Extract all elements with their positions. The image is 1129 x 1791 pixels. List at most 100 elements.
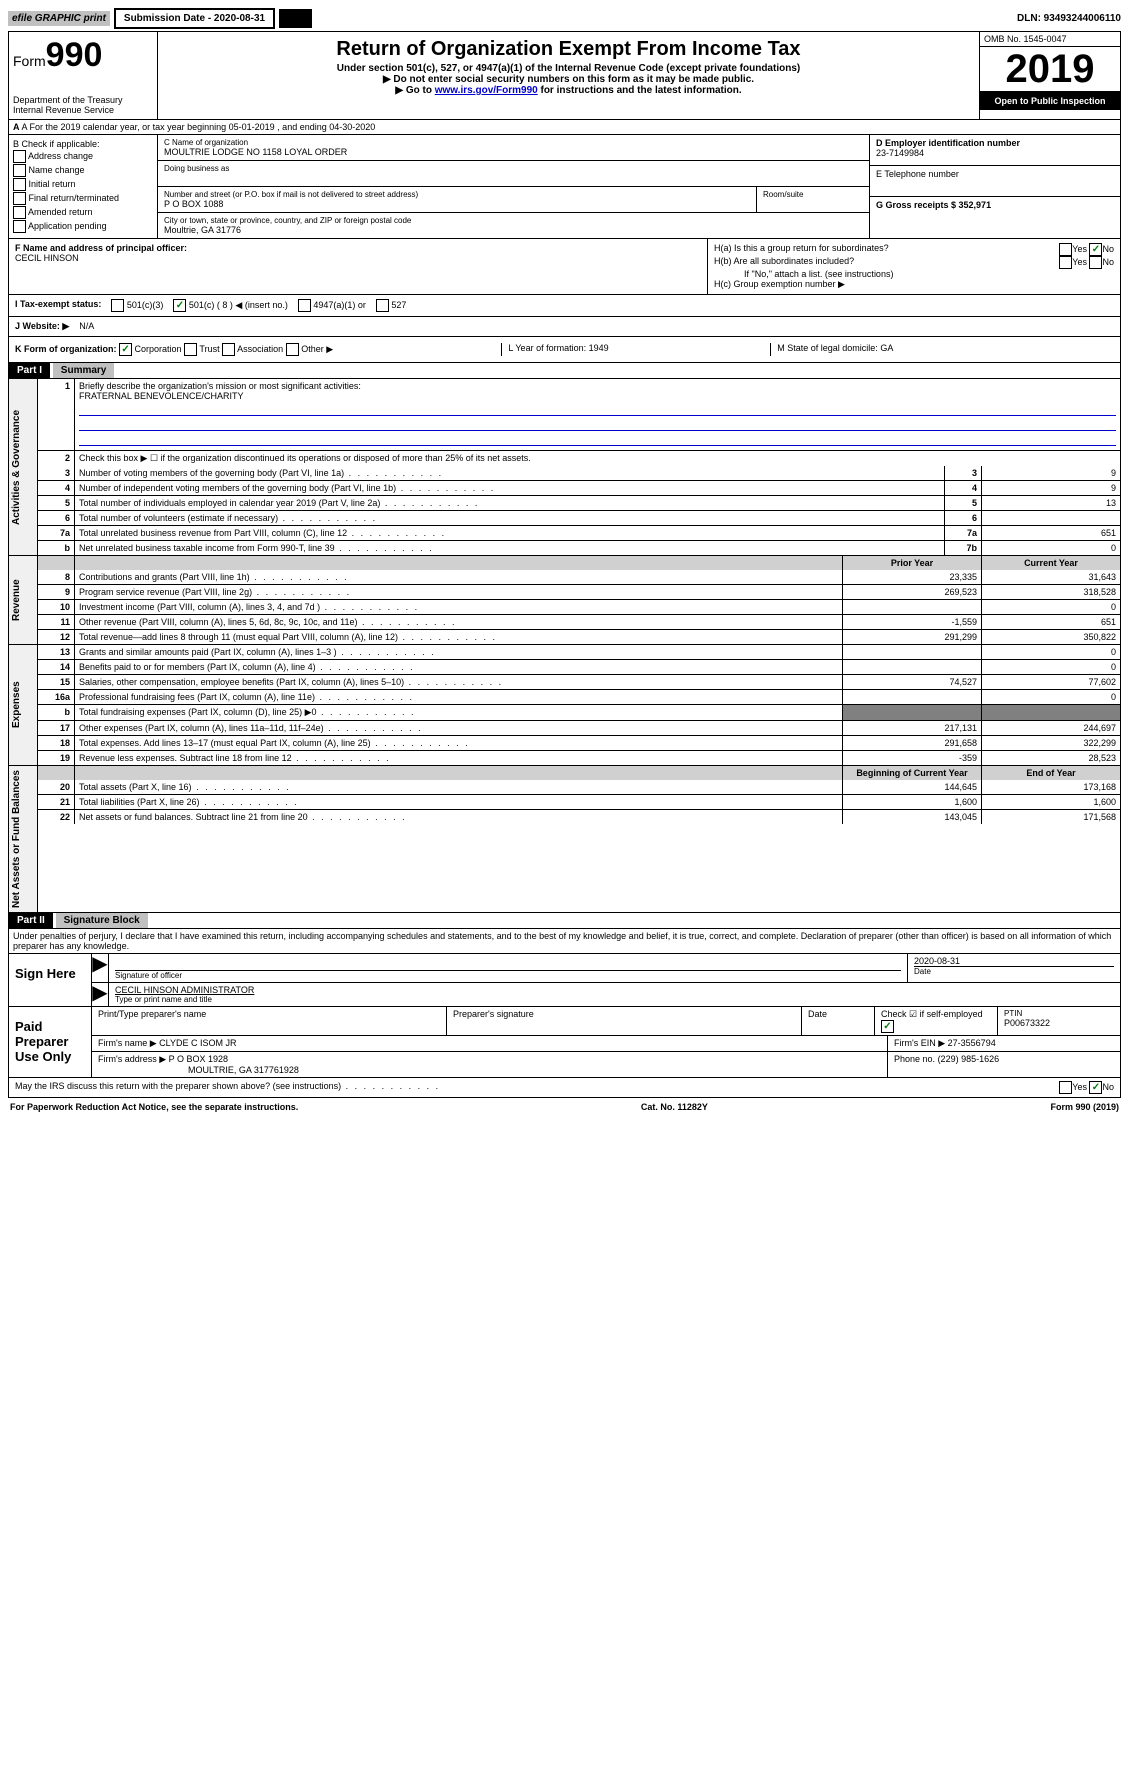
firm-ein: 27-3556794 xyxy=(948,1038,996,1048)
part2-title: Signature Block xyxy=(56,913,148,928)
table-row: 19Revenue less expenses. Subtract line 1… xyxy=(38,751,1120,766)
hb-yes[interactable] xyxy=(1059,256,1072,269)
note2-pre: ▶ Go to xyxy=(395,85,434,96)
sig-date: 2020-08-31 xyxy=(914,956,1114,967)
dln-label: DLN: 93493244006110 xyxy=(1017,13,1121,24)
table-row: 22Net assets or fund balances. Subtract … xyxy=(38,810,1120,825)
row-j: J Website: ▶ N/A xyxy=(8,317,1121,337)
addr-label: Number and street (or P.O. box if mail i… xyxy=(164,190,750,199)
part1-header: Part I Summary xyxy=(8,363,1121,379)
sig-officer-label: Signature of officer xyxy=(115,971,901,980)
hb-no[interactable] xyxy=(1089,256,1102,269)
discuss-no[interactable] xyxy=(1089,1081,1102,1094)
dept-label: Department of the Treasury xyxy=(13,95,153,105)
table-row: 20Total assets (Part X, line 16)144,6451… xyxy=(38,780,1120,795)
form-number: 990 xyxy=(46,36,103,74)
table-row: bNet unrelated business taxable income f… xyxy=(38,541,1120,556)
firm-addr-label: Firm's address ▶ xyxy=(98,1054,166,1064)
ha-label: H(a) Is this a group return for subordin… xyxy=(714,243,889,256)
cb-final-return[interactable]: Final return/terminated xyxy=(13,192,153,205)
open-public-badge: Open to Public Inspection xyxy=(980,92,1120,110)
cb-initial-return[interactable]: Initial return xyxy=(13,178,153,191)
tax-year: 2019 xyxy=(980,47,1120,92)
hdr-current: Current Year xyxy=(982,556,1121,570)
part2-header: Part II Signature Block xyxy=(8,913,1121,929)
table-row: 15Salaries, other compensation, employee… xyxy=(38,675,1120,690)
cb-pending[interactable]: Application pending xyxy=(13,220,153,233)
prep-date-hdr: Date xyxy=(802,1007,875,1035)
note2-post: for instructions and the latest informat… xyxy=(538,85,742,96)
blank-button[interactable] xyxy=(279,9,312,28)
hb-note: If "No," attach a list. (see instruction… xyxy=(714,269,1114,279)
ptin-label: PTIN xyxy=(1004,1009,1114,1018)
l2-text: Check this box ▶ ☐ if the organization d… xyxy=(75,451,1121,467)
ein-label: D Employer identification number xyxy=(876,138,1114,148)
cb-trust[interactable] xyxy=(184,343,197,356)
table-row: 7aTotal unrelated business revenue from … xyxy=(38,526,1120,541)
side-expenses: Expenses xyxy=(9,645,38,765)
part1-num: Part I xyxy=(9,363,50,378)
sig-arrow-icon: ▶ xyxy=(92,954,109,982)
discuss-yes[interactable] xyxy=(1059,1081,1072,1094)
cb-name-change[interactable]: Name change xyxy=(13,164,153,177)
table-row: bTotal fundraising expenses (Part IX, co… xyxy=(38,705,1120,721)
perjury-text: Under penalties of perjury, I declare th… xyxy=(8,929,1121,954)
row-a-tax-year: A A For the 2019 calendar year, or tax y… xyxy=(8,120,1121,135)
sign-here-label: Sign Here xyxy=(9,954,92,1006)
ptin-value: P00673322 xyxy=(1004,1018,1114,1028)
firm-name: CLYDE C ISOM JR xyxy=(159,1038,236,1048)
table-row: 9Program service revenue (Part VIII, lin… xyxy=(38,585,1120,600)
part2-num: Part II xyxy=(9,913,53,928)
cb-527[interactable] xyxy=(376,299,389,312)
form-note1: ▶ Do not enter social security numbers o… xyxy=(162,74,975,85)
ha-yes[interactable] xyxy=(1059,243,1072,256)
hc-label: H(c) Group exemption number ▶ xyxy=(714,279,1114,290)
l1-label: Briefly describe the organization's miss… xyxy=(79,381,361,391)
firm-ein-label: Firm's EIN ▶ xyxy=(894,1038,945,1048)
cb-address-change[interactable]: Address change xyxy=(13,150,153,163)
side-net: Net Assets or Fund Balances xyxy=(9,766,38,912)
form-header: Form990 Department of the Treasury Inter… xyxy=(8,31,1121,120)
table-row: 12Total revenue—add lines 8 through 11 (… xyxy=(38,630,1120,645)
prep-sig-hdr: Preparer's signature xyxy=(447,1007,802,1035)
cb-corp[interactable] xyxy=(119,343,132,356)
irs-label: Internal Revenue Service xyxy=(13,105,153,115)
form990-link[interactable]: www.irs.gov/Form990 xyxy=(435,85,538,96)
expenses-section: Expenses 13Grants and similar amounts pa… xyxy=(8,645,1121,766)
submission-date-button[interactable]: Submission Date - 2020-08-31 xyxy=(114,8,275,29)
cb-assoc[interactable] xyxy=(222,343,235,356)
cb-other[interactable] xyxy=(286,343,299,356)
col-d-info: D Employer identification number 23-7149… xyxy=(870,135,1120,238)
form-prefix: Form xyxy=(13,53,46,69)
paid-preparer-block: Paid Preparer Use Only Print/Type prepar… xyxy=(8,1007,1121,1078)
side-governance: Activities & Governance xyxy=(9,379,38,555)
i-label: I Tax-exempt status: xyxy=(15,299,101,312)
ha-no[interactable] xyxy=(1089,243,1102,256)
cb-amended[interactable]: Amended return xyxy=(13,206,153,219)
prep-name-hdr: Print/Type preparer's name xyxy=(92,1007,447,1035)
cb-501c[interactable] xyxy=(173,299,186,312)
firm-phone: (229) 985-1626 xyxy=(938,1054,1000,1064)
efile-label: efile GRAPHIC print xyxy=(8,11,110,26)
room-label: Room/suite xyxy=(763,190,863,199)
form-subtitle: Under section 501(c), 527, or 4947(a)(1)… xyxy=(162,63,975,74)
hdr-begin: Beginning of Current Year xyxy=(843,766,982,780)
net-section: Net Assets or Fund Balances Beginning of… xyxy=(8,766,1121,913)
cb-501c3[interactable] xyxy=(111,299,124,312)
discuss-text: May the IRS discuss this return with the… xyxy=(15,1081,341,1091)
form-title: Return of Organization Exempt From Incom… xyxy=(162,38,975,61)
table-row: 17Other expenses (Part IX, column (A), l… xyxy=(38,721,1120,736)
footer-right: Form 990 (2019) xyxy=(1050,1102,1119,1112)
table-row: 4Number of independent voting members of… xyxy=(38,481,1120,496)
table-row: 10Investment income (Part VIII, column (… xyxy=(38,600,1120,615)
part1-title: Summary xyxy=(53,363,115,378)
revenue-table: Prior YearCurrent Year xyxy=(38,556,1120,570)
officer-name-label: Type or print name and title xyxy=(115,995,1114,1004)
cb-4947[interactable] xyxy=(298,299,311,312)
sign-here-block: Sign Here ▶ Signature of officer 2020-08… xyxy=(8,954,1121,1007)
paid-label: Paid Preparer Use Only xyxy=(9,1007,92,1077)
l-year: L Year of formation: 1949 xyxy=(501,343,770,356)
governance-section: Activities & Governance 1 Briefly descri… xyxy=(8,379,1121,556)
k-label: K Form of organization: xyxy=(15,344,117,354)
col-b-label: B Check if applicable: xyxy=(13,139,153,149)
